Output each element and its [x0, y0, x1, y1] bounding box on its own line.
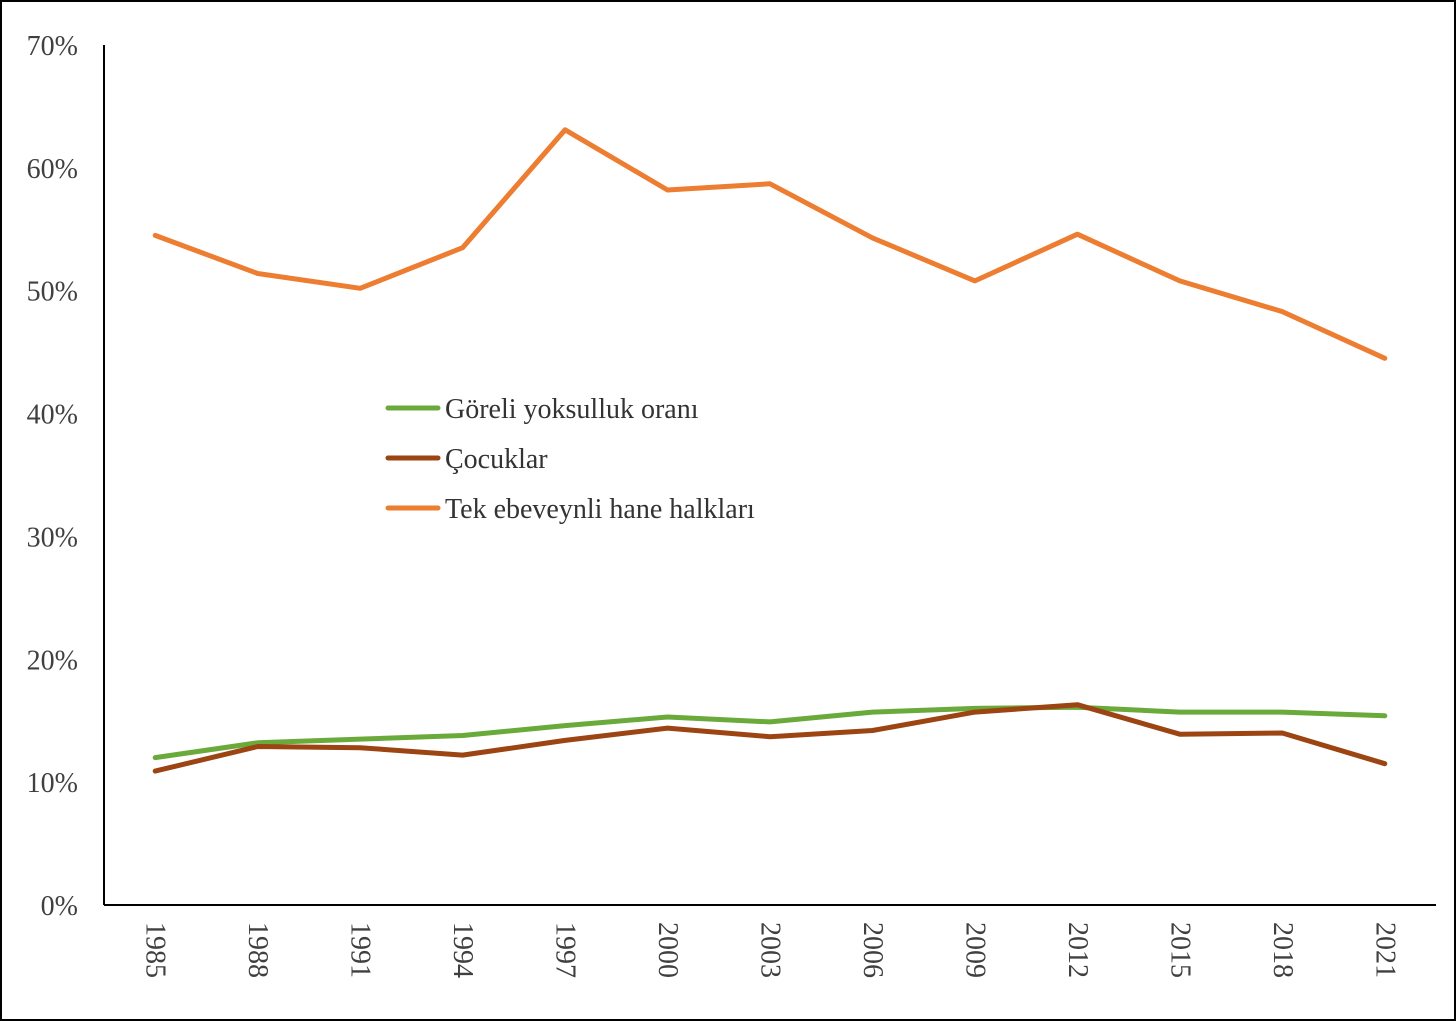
- y-tick-label: 70%: [27, 31, 78, 62]
- series-line-3: [152, 127, 1388, 361]
- y-tick-label: 10%: [27, 768, 78, 799]
- series-lines: [152, 127, 1388, 774]
- x-tick-label: 2006: [857, 922, 888, 978]
- x-tick-label: 1997: [550, 922, 581, 978]
- x-axis-ticks: 1985 1988 1991 1994 1997 2000 2003 2006 2009 2012…: [140, 922, 1401, 978]
- y-tick-label: 50%: [27, 277, 78, 308]
- x-tick-label: 2000: [652, 922, 683, 978]
- x-tick-label: 1985: [140, 922, 171, 978]
- series-line-2: [152, 702, 1388, 774]
- x-tick-label: 2015: [1164, 922, 1195, 978]
- x-tick-label: 1994: [447, 922, 478, 978]
- y-tick-label: 20%: [27, 645, 78, 676]
- y-tick-label: 40%: [27, 400, 78, 431]
- x-tick-label: 1988: [242, 922, 273, 978]
- y-axis-ticks: 0% 10% 20% 30% 40% 50% 60% 70%: [27, 31, 78, 922]
- y-tick-label: 0%: [41, 891, 78, 922]
- x-tick-label: 2018: [1267, 922, 1298, 978]
- y-tick-label: 60%: [27, 154, 78, 185]
- y-tick-label: 30%: [27, 522, 78, 553]
- x-tick-label: 2003: [755, 922, 786, 978]
- legend-label: Tek ebeveynli hane halkları: [445, 494, 755, 525]
- series-line-1: [152, 704, 1388, 761]
- x-tick-label: 1991: [345, 922, 376, 978]
- legend-label: Göreli yoksulluk oranı: [445, 394, 699, 425]
- x-tick-label: 2021: [1369, 922, 1400, 978]
- legend-label: Çocuklar: [445, 444, 548, 475]
- legend: Göreli yoksulluk oranı Çocuklar Tek ebevey…: [385, 394, 755, 525]
- x-tick-label: 2009: [959, 922, 990, 978]
- x-tick-label: 2012: [1062, 922, 1093, 978]
